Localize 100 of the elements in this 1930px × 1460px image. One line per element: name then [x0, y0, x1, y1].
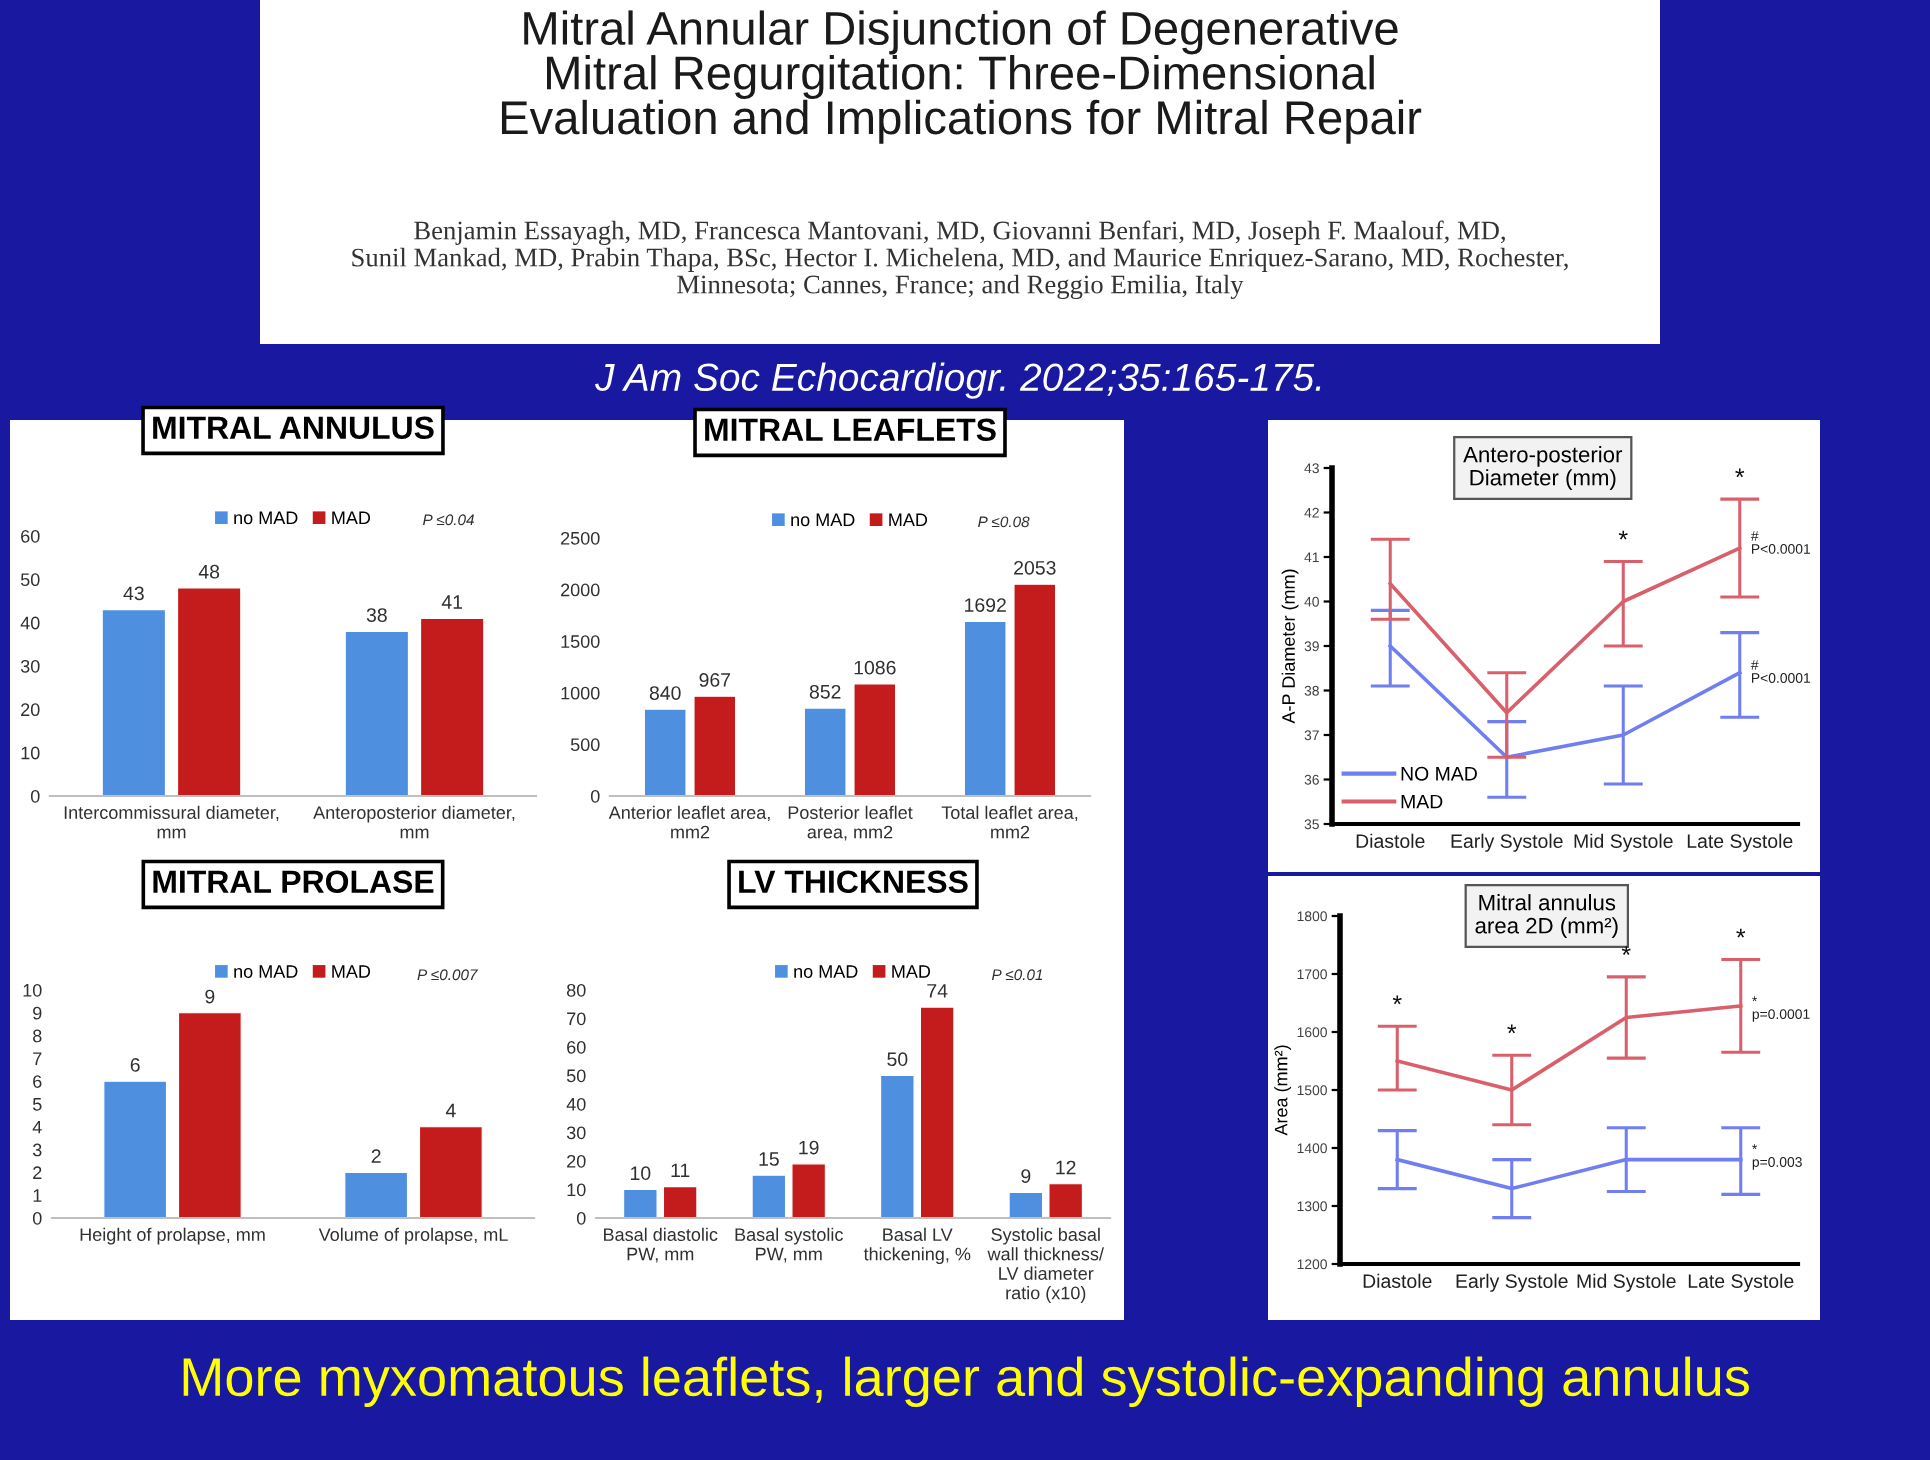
x-tick-label: Diastole [1356, 833, 1425, 848]
annotation: * [1621, 946, 1631, 955]
data-label: 4 [445, 1103, 456, 1118]
y-tick-label: 20 [21, 703, 40, 717]
x-tick-label: Anterior leaflet area, mm2 [608, 805, 770, 839]
bar [420, 617, 485, 796]
bar [418, 1126, 483, 1218]
legend-label: MAD [332, 511, 371, 525]
y-axis-title: Area (mm²) [1274, 1045, 1292, 1136]
y-tick-label: 1500 [561, 635, 600, 648]
data-label: 74 [927, 984, 948, 998]
x-tick-label: Volume of prolapse, mL [318, 1227, 508, 1245]
y-axis-title: A-P Diameter (mm) [1281, 569, 1299, 724]
annotation: * [1735, 468, 1745, 478]
x-tick-label: Basal diastolic PW, mm [604, 1227, 718, 1263]
data-label: 967 [699, 673, 731, 687]
bar [963, 620, 1007, 796]
chart-title: LV THICKNESS [739, 870, 968, 894]
text: Mitral Annular Disjunction of Degenerative Mitral Regurgitation: Three-Dimensional Evaluation and Implications for Mitral Repair [501, 10, 1422, 144]
data-label: 43 [123, 586, 144, 601]
y-tick-label: 0 [576, 1211, 586, 1225]
annotation: * [1736, 928, 1746, 938]
x-tick-label: Posterior leaflet area, mm2 [788, 805, 913, 841]
y-tick-label: 2 [33, 1166, 42, 1179]
bar [919, 1006, 955, 1218]
y-tick-label: 30 [566, 1126, 586, 1140]
y-tick-label: 4 [32, 1120, 42, 1134]
y-tick-label: 0 [32, 1211, 42, 1225]
chart-title: MITRAL ANNULUS [153, 416, 434, 440]
bar [344, 1171, 409, 1218]
text: Benjamin Essayagh, MD, Francesca Mantovani, MD, Giovanni Benfari, MD, Joseph F. Maalouf, MD, Sunil Mankad, MD, Prabin Thapa, BSc, Hector I. Michelena, MD, and Maurice Enriquez-Sarano, MD, Rochester, Minnesota; Cannes, France; and Reggio Emilia, Italy [352, 220, 1568, 299]
bar [1008, 1191, 1044, 1218]
x-tick-label: Height of prolapse, mm [80, 1227, 265, 1245]
x-tick-label: Late Systole [1688, 1273, 1794, 1292]
y-tick-label: 7 [33, 1052, 42, 1065]
data-label: 840 [649, 686, 681, 700]
annotation: * [1507, 1024, 1517, 1034]
y-tick-label: 500 [570, 738, 600, 752]
data-label: 6 [130, 1058, 140, 1072]
x-tick-label: Early Systole [1456, 1273, 1568, 1292]
x-tick-label: Systolic basal wall thickness/ LV diameter ratio (x10) [987, 1227, 1104, 1303]
bar [1048, 1183, 1083, 1218]
bar [791, 1163, 826, 1218]
y-tick-label: 2500 [561, 531, 600, 545]
legend-label: NO MAD [1401, 766, 1477, 781]
x-tick-label: Total leaflet area, mm2 [941, 805, 1078, 839]
y-tick-label: 40 [20, 616, 40, 630]
bar [1013, 583, 1057, 796]
y-tick-label: 10 [23, 983, 42, 997]
y-tick-label: 20 [567, 1154, 586, 1168]
bar [880, 1074, 915, 1218]
data-label: 2 [371, 1149, 381, 1163]
bar [623, 1188, 658, 1218]
annotation: * [1618, 530, 1628, 540]
bar [751, 1174, 787, 1218]
y-tick-label: 80 [566, 983, 586, 997]
chart-title: MITRAL LEAFLETS [705, 418, 996, 442]
chart-title: Mitral annulus area 2D (mm²) [1475, 894, 1618, 938]
text: More myxomatous leaflets, larger and systolic-expanding annulus [183, 1356, 1749, 1408]
legend-label: MAD [332, 965, 371, 978]
y-tick-label: 5 [32, 1098, 42, 1111]
y-tick-label: 6 [33, 1075, 42, 1088]
y-tick-label: 10 [567, 1183, 586, 1197]
bar [177, 587, 242, 796]
data-label: 1086 [854, 660, 896, 675]
data-label: 852 [809, 684, 841, 699]
data-label: 15 [759, 1152, 779, 1166]
y-tick-label: 70 [567, 1012, 586, 1026]
x-tick-label: Early Systole [1451, 833, 1563, 852]
x-tick-label: Mid Systole [1577, 1273, 1676, 1292]
legend-label: MAD [1401, 794, 1443, 809]
x-tick-label: Mid Systole [1574, 833, 1673, 852]
x-tick-label: Basal LV thickening, % [863, 1227, 971, 1264]
bar [693, 695, 737, 796]
data-label: 41 [441, 595, 463, 609]
y-tick-label: 10 [21, 746, 40, 760]
data-label: 2053 [1014, 560, 1056, 575]
y-tick-label: 60 [21, 529, 40, 543]
bar [853, 683, 897, 796]
data-label: 1692 [965, 598, 1006, 612]
bar [803, 707, 847, 796]
y-tick-label: 50 [20, 573, 40, 587]
y-tick-label: 3 [32, 1143, 42, 1157]
legend-label: MAD [889, 513, 928, 526]
x-tick-label: Diastole [1363, 1273, 1432, 1288]
annotation: * [1392, 995, 1402, 1005]
y-tick-label: 60 [567, 1040, 586, 1054]
chart-title: MITRAL PROLASE [153, 870, 434, 894]
y-tick-label: 9 [33, 1006, 42, 1020]
y-tick-label: 1000 [561, 686, 600, 700]
y-tick-label: 50 [566, 1069, 586, 1083]
data-label: 9 [1021, 1169, 1031, 1183]
legend-label: no MAD [791, 513, 855, 527]
data-label: 10 [631, 1166, 651, 1181]
legend-label: no MAD [234, 965, 298, 978]
data-label: 9 [205, 989, 215, 1004]
text: J Am Soc Echocardiogr. 2022;35:165-175. [594, 362, 1321, 399]
legend-label: MAD [892, 965, 931, 978]
y-tick-label: 2000 [561, 583, 600, 597]
x-tick-label: Anteroposterior diameter, mm [313, 805, 515, 839]
